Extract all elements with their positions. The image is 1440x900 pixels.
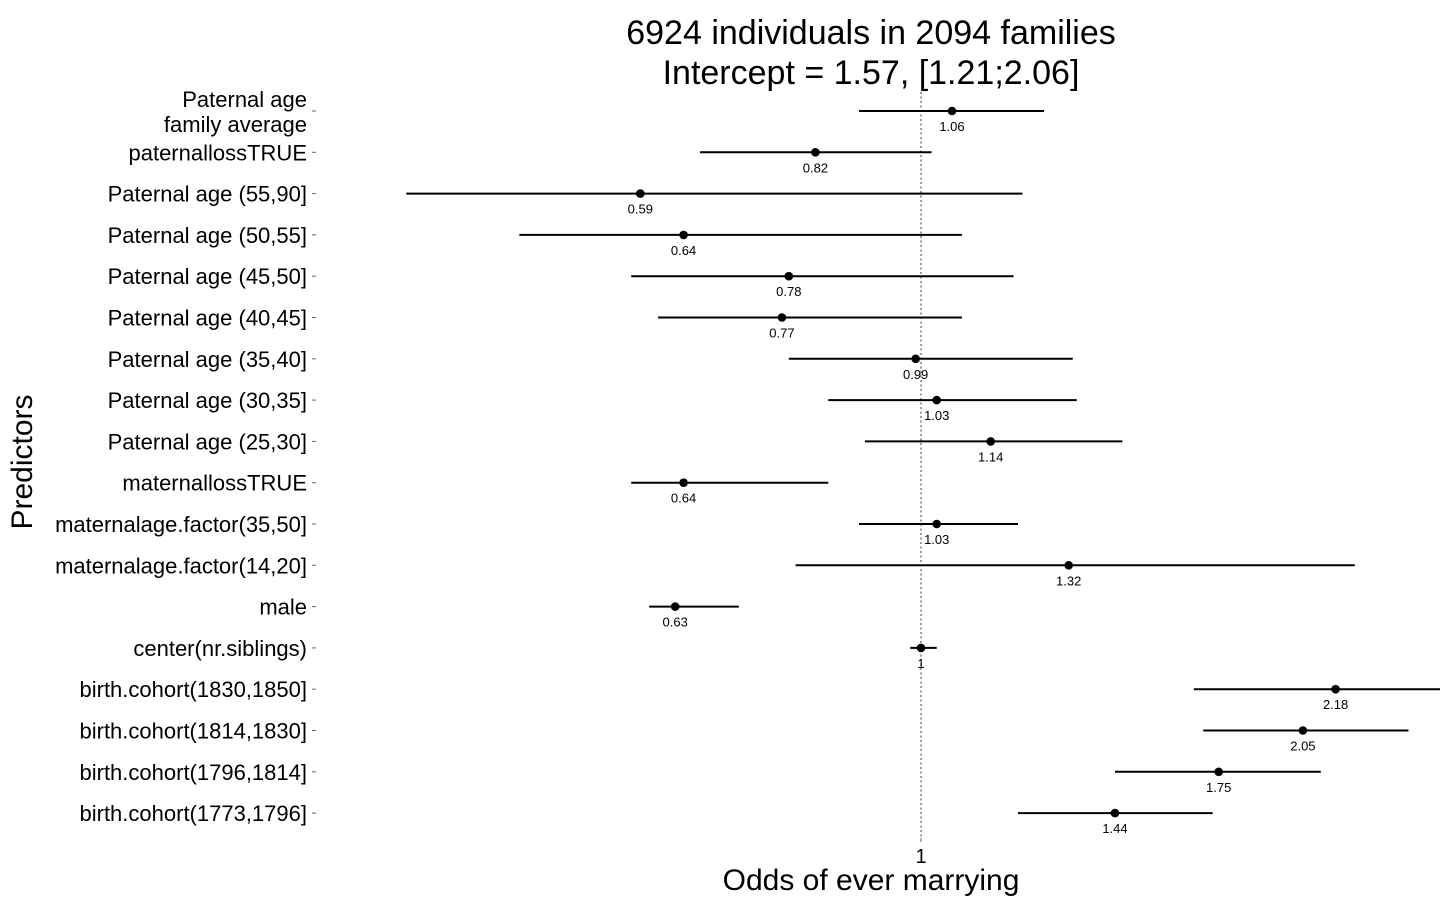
y-axis-title: Predictors — [6, 394, 39, 529]
point-estimate — [1064, 561, 1073, 570]
predictor-label: paternallossTRUE — [128, 140, 307, 165]
point-estimate — [1214, 767, 1224, 777]
estimate-value-label: 0.82 — [803, 160, 828, 175]
predictor-label: birth.cohort(1796,1814] — [80, 760, 308, 785]
estimate-value-label: 0.99 — [903, 367, 928, 382]
predictor-label: Paternal age (25,30] — [108, 429, 307, 454]
estimate-value-label: 0.77 — [769, 326, 794, 341]
point-estimate — [777, 313, 787, 322]
predictor-label: birth.cohort(1773,1796] — [80, 801, 308, 826]
predictor-label: center(nr.siblings) — [133, 636, 307, 661]
x-axis-title: Odds of ever marrying — [723, 864, 1020, 897]
estimate-value-label: 2.05 — [1290, 739, 1315, 754]
x-axis: 1 — [915, 838, 927, 868]
predictor-label: Paternal age (40,45] — [108, 306, 307, 331]
point-estimate — [1298, 726, 1308, 735]
point-estimate — [635, 189, 645, 198]
predictor-label: family average — [164, 112, 307, 137]
estimate-value-label: 1.03 — [924, 408, 949, 423]
predictor-label: Paternal age (35,40] — [108, 347, 307, 372]
point-estimate — [947, 106, 957, 116]
estimate-value-label: 0.59 — [628, 202, 653, 217]
predictor-label: maternalage.factor(14,20] — [55, 553, 307, 578]
point-estimate — [679, 230, 688, 240]
point-estimate — [679, 478, 688, 488]
estimate-value-label: 1.44 — [1102, 821, 1127, 836]
estimate-value-label: 1.14 — [978, 449, 1003, 464]
predictor-label: Paternal age (45,50] — [108, 264, 307, 289]
predictor-label: maternallossTRUE — [122, 471, 307, 496]
estimate-value-label: 0.64 — [671, 243, 696, 258]
estimate-value-label: 1.32 — [1056, 573, 1081, 588]
estimate-value-label: 1.06 — [939, 119, 964, 134]
x-axis-tick-label: 1 — [915, 846, 926, 868]
point-estimate — [932, 519, 942, 529]
chart-title-line: 6924 individuals in 2094 families — [626, 14, 1116, 52]
estimate-value-label: 0.64 — [671, 491, 696, 506]
predictor-label: Paternal age (50,55] — [108, 223, 307, 248]
point-estimate — [784, 271, 794, 281]
estimate-value-label: 0.78 — [776, 284, 801, 299]
estimate-value-label: 1 — [917, 656, 924, 671]
predictor-label: male — [259, 595, 307, 620]
predictor-label: maternalage.factor(35,50] — [55, 512, 307, 537]
predictor-label: Paternal age (55,90] — [108, 182, 307, 207]
point-estimate — [916, 643, 926, 653]
point-estimate — [911, 354, 920, 364]
point-estimate — [932, 395, 942, 405]
point-estimate — [670, 602, 680, 611]
predictor-label: Paternal age — [182, 87, 307, 112]
chart-title: 6924 individuals in 2094 familiesInterce… — [626, 14, 1116, 92]
point-estimate — [1110, 808, 1120, 818]
estimate-value-label: 0.63 — [663, 615, 688, 630]
predictor-label: birth.cohort(1814,1830] — [80, 719, 308, 744]
point-estimate — [811, 148, 820, 157]
estimate-value-label: 1.03 — [924, 532, 949, 547]
point-estimate — [1331, 684, 1340, 694]
predictor-label: birth.cohort(1830,1850] — [80, 677, 308, 702]
point-estimate — [986, 437, 996, 446]
estimate-value-label: 1.75 — [1206, 780, 1231, 795]
predictor-label: Paternal age (30,35] — [108, 388, 307, 413]
estimate-value-label: 2.18 — [1323, 697, 1348, 712]
chart-title-line: Intercept = 1.57, [1.21;2.06] — [663, 54, 1080, 92]
